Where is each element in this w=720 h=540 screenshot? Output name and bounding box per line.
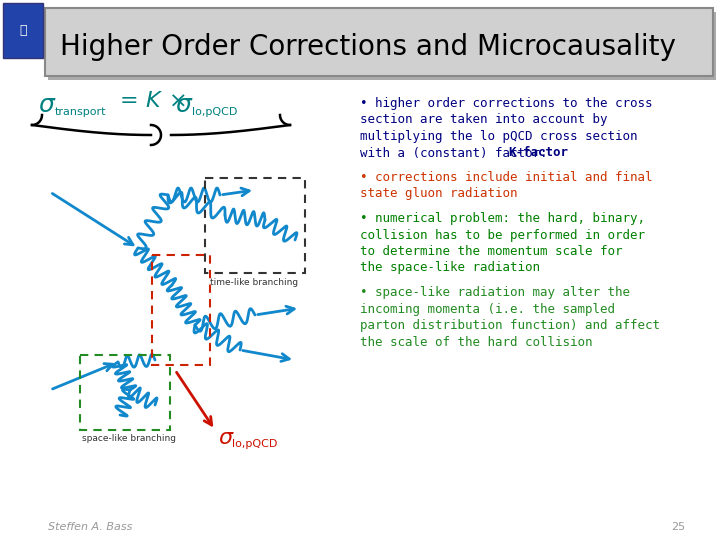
- Text: Higher Order Corrections and Microcausality: Higher Order Corrections and Microcausal…: [60, 33, 676, 61]
- Text: $\sigma$: $\sigma$: [175, 93, 194, 117]
- Bar: [48, 12, 716, 80]
- Text: section are taken into account by: section are taken into account by: [360, 113, 608, 126]
- Text: state gluon radiation: state gluon radiation: [360, 187, 518, 200]
- Text: • numerical problem: the hard, binary,: • numerical problem: the hard, binary,: [360, 212, 645, 225]
- Text: • space-like radiation may alter the: • space-like radiation may alter the: [360, 286, 630, 299]
- Text: space-like branching: space-like branching: [82, 434, 176, 443]
- Text: time-like branching: time-like branching: [210, 278, 298, 287]
- Text: Steffen A. Bass: Steffen A. Bass: [48, 522, 132, 532]
- Bar: [205, 178, 305, 273]
- Text: collision has to be performed in order: collision has to be performed in order: [360, 228, 645, 241]
- Text: lo,pQCD: lo,pQCD: [232, 439, 277, 449]
- Text: 25: 25: [671, 522, 685, 532]
- Text: parton distribution function) and affect: parton distribution function) and affect: [360, 319, 660, 332]
- Bar: [80, 355, 170, 430]
- Bar: [45, 8, 713, 76]
- Text: • corrections include initial and final: • corrections include initial and final: [360, 171, 652, 184]
- Text: • higher order corrections to the cross: • higher order corrections to the cross: [360, 97, 652, 110]
- Text: the space-like radiation: the space-like radiation: [360, 261, 540, 274]
- Text: K-factor: K-factor: [508, 146, 568, 159]
- Text: $= \, K \, \times$: $= \, K \, \times$: [115, 91, 186, 111]
- Text: lo,pQCD: lo,pQCD: [192, 107, 238, 117]
- Text: 🏛: 🏛: [19, 24, 27, 37]
- Text: transport: transport: [55, 107, 107, 117]
- Text: $\sigma$: $\sigma$: [218, 428, 235, 448]
- Text: to determine the momentum scale for: to determine the momentum scale for: [360, 245, 623, 258]
- Text: incoming momenta (i.e. the sampled: incoming momenta (i.e. the sampled: [360, 302, 615, 315]
- Text: $\sigma$: $\sigma$: [38, 93, 56, 117]
- Text: multiplying the lo pQCD cross section: multiplying the lo pQCD cross section: [360, 130, 637, 143]
- Text: the scale of the hard collision: the scale of the hard collision: [360, 335, 593, 348]
- Bar: [3, 3, 43, 58]
- Text: with a (constant) factor:: with a (constant) factor:: [360, 146, 555, 159]
- Bar: [152, 255, 210, 365]
